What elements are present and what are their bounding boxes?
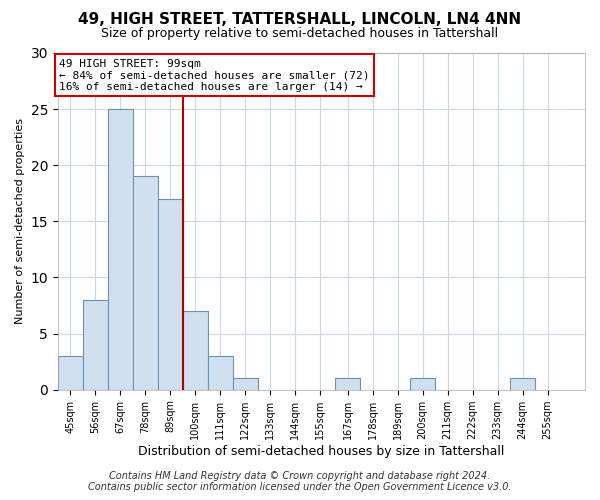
X-axis label: Distribution of semi-detached houses by size in Tattershall: Distribution of semi-detached houses by … — [138, 444, 505, 458]
Bar — [83, 300, 108, 390]
Bar — [208, 356, 233, 390]
Bar — [510, 378, 535, 390]
Bar — [233, 378, 258, 390]
Text: 49, HIGH STREET, TATTERSHALL, LINCOLN, LN4 4NN: 49, HIGH STREET, TATTERSHALL, LINCOLN, L… — [79, 12, 521, 28]
Text: Size of property relative to semi-detached houses in Tattershall: Size of property relative to semi-detach… — [101, 28, 499, 40]
Bar — [58, 356, 83, 390]
Bar — [183, 311, 208, 390]
Bar — [133, 176, 158, 390]
Text: 49 HIGH STREET: 99sqm
← 84% of semi-detached houses are smaller (72)
16% of semi: 49 HIGH STREET: 99sqm ← 84% of semi-deta… — [59, 58, 370, 92]
Bar — [108, 109, 133, 390]
Y-axis label: Number of semi-detached properties: Number of semi-detached properties — [15, 118, 25, 324]
Bar — [410, 378, 435, 390]
Bar — [158, 199, 183, 390]
Bar — [335, 378, 360, 390]
Text: Contains HM Land Registry data © Crown copyright and database right 2024.
Contai: Contains HM Land Registry data © Crown c… — [88, 471, 512, 492]
